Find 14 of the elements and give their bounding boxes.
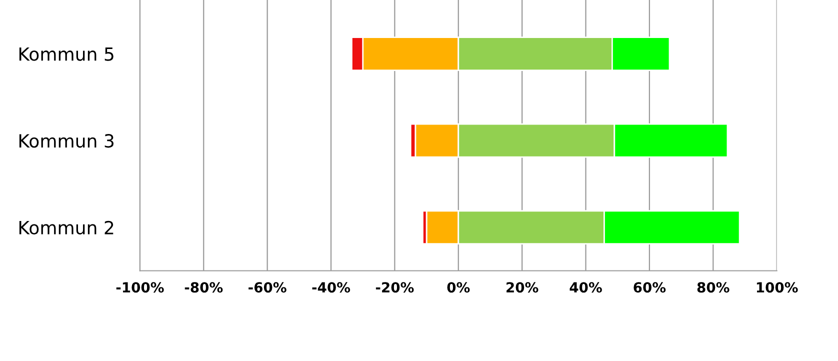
- x-tick-label: -40%: [312, 282, 350, 293]
- y-tick-label: Kommun 2: [19, 220, 114, 234]
- x-tick-label: -80%: [184, 282, 223, 293]
- x-tick-label: 20%: [506, 282, 538, 293]
- x-tick-label: -20%: [376, 282, 414, 293]
- x-tick-label: 80%: [697, 282, 730, 293]
- x-tick-label: 60%: [634, 282, 666, 293]
- x-tick-label: -60%: [248, 282, 286, 293]
- y-tick-label: Kommun 3: [19, 134, 114, 148]
- x-tick-label: 0%: [447, 282, 470, 293]
- x-tick-label: -100%: [116, 282, 164, 293]
- x-tick-label: 100%: [756, 282, 798, 293]
- x-tick-label: 40%: [570, 282, 602, 293]
- y-tick-label: Kommun 5: [19, 48, 114, 61]
